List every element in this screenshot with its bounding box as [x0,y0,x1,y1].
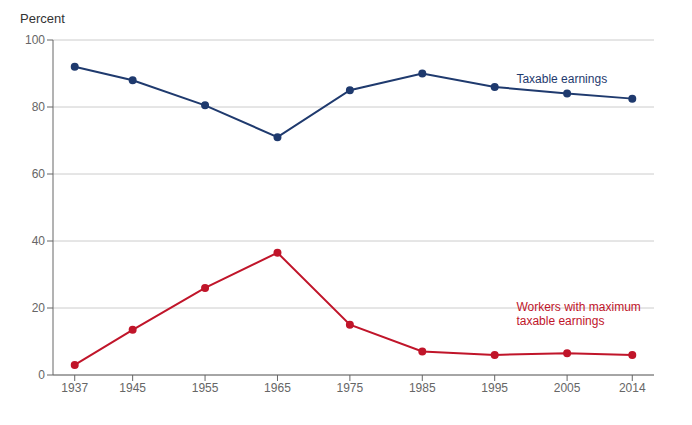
svg-text:1975: 1975 [337,381,364,395]
svg-text:60: 60 [32,167,46,181]
svg-text:Taxable earnings: Taxable earnings [516,72,607,86]
svg-text:2005: 2005 [554,381,581,395]
svg-text:1995: 1995 [481,381,508,395]
svg-text:80: 80 [32,100,46,114]
svg-text:1955: 1955 [192,381,219,395]
svg-text:1985: 1985 [409,381,436,395]
svg-text:Workers with maximumtaxable ea: Workers with maximumtaxable earnings [516,300,640,328]
svg-text:1937: 1937 [61,381,88,395]
svg-text:40: 40 [32,234,46,248]
svg-text:0: 0 [38,368,45,382]
svg-text:1965: 1965 [264,381,291,395]
svg-text:20: 20 [32,301,46,315]
svg-text:1945: 1945 [119,381,146,395]
svg-text:2014: 2014 [619,381,646,395]
svg-text:100: 100 [25,33,45,47]
html-text:Percent: Percent [20,11,65,26]
